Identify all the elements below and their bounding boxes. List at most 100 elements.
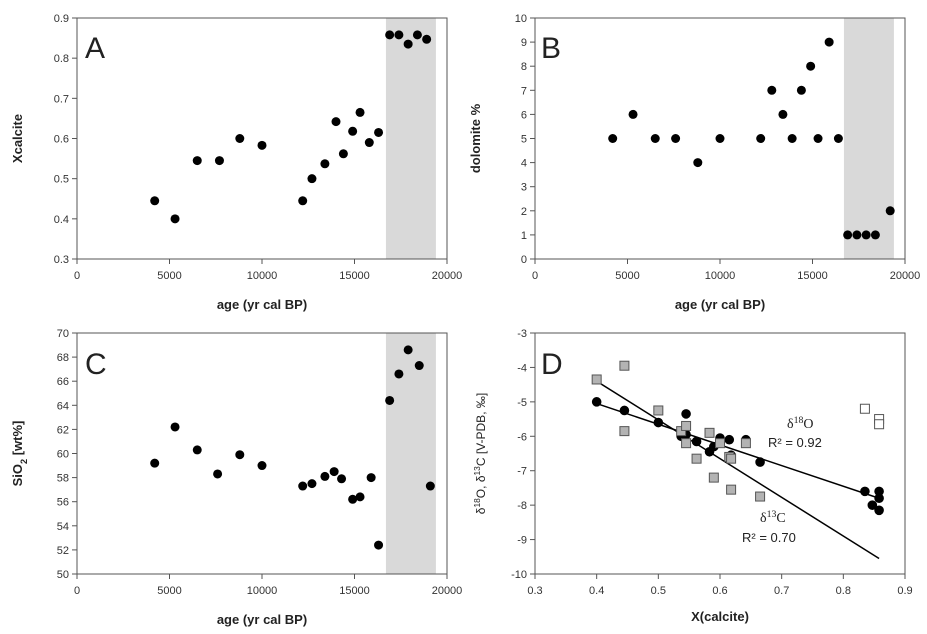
- x-tick-label: 15000: [797, 270, 828, 282]
- data-point: [778, 109, 788, 119]
- r-squared-label: R² = 0.70: [742, 530, 796, 545]
- data-point: [394, 369, 404, 379]
- shaded-interval: [385, 18, 436, 259]
- data-point: [796, 85, 806, 95]
- data-point: [374, 127, 384, 137]
- data-point: [425, 481, 435, 491]
- y-tick-label: -3: [517, 328, 527, 340]
- data-point: [787, 134, 797, 143]
- data-point: [824, 37, 834, 47]
- x-tick-label: 5000: [157, 585, 181, 597]
- x-axis-label: X(calcite): [691, 609, 749, 624]
- y-tick-label: 0.8: [54, 53, 69, 65]
- data-point: [806, 61, 816, 71]
- x-axis-label: age (yr cal BP): [675, 297, 765, 312]
- data-point: [257, 140, 267, 150]
- data-point: [348, 494, 358, 504]
- panel-letter: C: [85, 348, 107, 381]
- d18o-point: [867, 500, 878, 510]
- data-point: [150, 196, 160, 206]
- d13c-point: [740, 438, 751, 449]
- x-axis-label: age (yr cal BP): [217, 297, 307, 312]
- y-tick-label: 2: [521, 206, 527, 218]
- data-point: [298, 196, 308, 206]
- d13c-point: [708, 472, 719, 483]
- y-tick-label: 4: [521, 158, 527, 170]
- y-tick-label: 62: [57, 424, 69, 436]
- d18o-point: [591, 397, 602, 407]
- d13c-point: [715, 438, 725, 449]
- x-tick-label: 0: [532, 270, 538, 282]
- d18o-point: [619, 405, 630, 416]
- data-point: [767, 85, 777, 95]
- y-tick-label: 64: [57, 400, 69, 412]
- data-point: [257, 461, 267, 471]
- data-point: [628, 109, 638, 119]
- data-point: [213, 469, 223, 479]
- fit-line-d13c: [596, 380, 880, 560]
- y-tick-label: -8: [517, 500, 527, 512]
- data-point: [715, 134, 725, 143]
- data-point: [385, 395, 395, 405]
- y-tick-label: -10: [511, 569, 527, 581]
- data-point: [412, 30, 422, 40]
- data-point: [192, 445, 202, 455]
- y-tick-label: 0.5: [54, 174, 69, 186]
- x-tick-label: 0.3: [527, 585, 542, 597]
- data-point: [671, 134, 681, 143]
- y-tick-label: 7: [521, 85, 527, 97]
- data-point: [307, 479, 317, 489]
- d18o-point: [681, 409, 691, 419]
- y-tick-label: 0.6: [54, 134, 69, 146]
- shaded-interval: [843, 18, 894, 259]
- data-point: [870, 230, 880, 240]
- panel-d: 0.3 0.4 0.5 0.6 0.7 0.8 0.9 -10 -9 -8 -7 -6 -5 -4 -3 X(…: [472, 328, 913, 624]
- data-point: [756, 134, 766, 143]
- r-squared-label: R² = 0.92: [768, 435, 822, 450]
- x-tick-label: 0.7: [774, 585, 789, 597]
- data-point: [235, 450, 245, 460]
- y-tick-label: -7: [517, 466, 527, 478]
- x-tick-label: 5000: [615, 270, 639, 282]
- open-square-point: [859, 403, 870, 414]
- y-tick-label: 9: [521, 37, 527, 49]
- data-point: [403, 39, 413, 49]
- y-tick-label: 0: [521, 254, 527, 266]
- y-tick-label: 52: [57, 545, 69, 557]
- data-point: [861, 230, 871, 240]
- d13c-point: [619, 360, 630, 371]
- y-tick-label: 0.4: [54, 214, 69, 226]
- d18o-point: [874, 493, 884, 504]
- data-point: [833, 134, 843, 143]
- d13c-point: [755, 491, 766, 502]
- panel-letter: A: [85, 32, 105, 65]
- d13c-point: [726, 453, 737, 464]
- panel-letter: D: [541, 348, 563, 381]
- x-tick-label: 0.6: [712, 585, 727, 597]
- x-tick-label: 10000: [247, 270, 278, 282]
- y-tick-label: 0.3: [54, 254, 69, 266]
- y-tick-label: -5: [517, 397, 527, 409]
- x-tick-label: 0: [74, 270, 80, 282]
- x-tick-label: 20000: [432, 270, 463, 282]
- series-label-d18o: δ18O: [787, 415, 814, 433]
- y-tick-label: 6: [521, 109, 527, 121]
- y-tick-label: 0.9: [54, 13, 69, 25]
- data-point: [843, 230, 853, 240]
- data-point: [364, 138, 374, 148]
- data-point: [214, 156, 224, 166]
- x-tick-label: 15000: [339, 585, 370, 597]
- data-point: [320, 471, 330, 481]
- data-point: [355, 107, 365, 117]
- data-point: [298, 481, 308, 491]
- y-tick-label: 58: [57, 473, 69, 485]
- x-axis-label: age (yr cal BP): [217, 612, 307, 627]
- data-point: [394, 30, 404, 40]
- data-point: [374, 540, 384, 550]
- d18o-point: [691, 436, 702, 447]
- data-point: [170, 214, 180, 224]
- y-tick-label: -4: [517, 362, 527, 374]
- data-point: [331, 117, 341, 127]
- data-point: [338, 149, 348, 159]
